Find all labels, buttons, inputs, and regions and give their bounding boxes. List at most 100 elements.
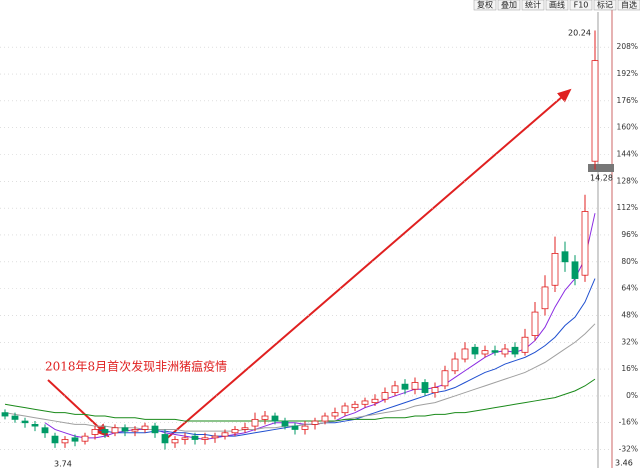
- candle-body: [411, 382, 419, 390]
- moving-average: [4, 378, 596, 422]
- candle-body: [41, 427, 49, 434]
- candle-body: [241, 427, 249, 430]
- candle-body: [371, 398, 379, 404]
- candle-body: [101, 429, 109, 434]
- toolbar-button[interactable]: [593, 0, 617, 11]
- toolbar-button[interactable]: [473, 0, 497, 11]
- y-tick-label: -32%: [619, 445, 638, 454]
- candle-body: [141, 425, 149, 430]
- candle-body: [81, 435, 89, 442]
- candle-body: [131, 429, 139, 432]
- candle-body: [331, 412, 339, 417]
- candle-body: [211, 435, 219, 439]
- candle-body: [451, 358, 459, 372]
- candle-body: [581, 211, 589, 276]
- toolbar: 复权 叠加 统计 画线 F10 标记 自选: [473, 0, 640, 11]
- annotation: 2018年8月首次发现非洲猪瘟疫情: [45, 359, 227, 374]
- candle-body: [431, 387, 439, 393]
- toolbar-label[interactable]: 复权: [477, 0, 493, 10]
- candle-body: [281, 420, 289, 427]
- y-tick-label: 80%: [621, 257, 638, 266]
- candle-body: [491, 350, 499, 353]
- toolbar-button[interactable]: [569, 0, 593, 11]
- candle-body: [111, 427, 119, 434]
- y-tick-label: 176%: [617, 96, 638, 105]
- candle-body: [271, 415, 279, 422]
- price-label: 3.74: [54, 460, 72, 468]
- candle-body: [381, 392, 389, 400]
- candle-body: [151, 425, 159, 434]
- toolbar-button[interactable]: [521, 0, 545, 11]
- moving-average: [94, 278, 596, 437]
- candle-body: [401, 383, 409, 390]
- candle-body: [531, 311, 539, 336]
- candle-body: [501, 348, 509, 355]
- y-tick-label: 96%: [621, 230, 638, 239]
- candle-body: [471, 346, 479, 355]
- moving-average: [44, 213, 596, 441]
- candle-body: [161, 434, 169, 444]
- candle-body: [251, 418, 259, 427]
- toolbar-button[interactable]: [497, 0, 521, 11]
- candle-body: [391, 385, 399, 393]
- moving-average: [4, 323, 596, 432]
- candle-body: [231, 429, 239, 434]
- y-tick-label: 160%: [617, 123, 638, 132]
- toolbar-label[interactable]: F10: [574, 1, 589, 10]
- candle-body: [171, 439, 179, 444]
- y-tick-label: 48%: [621, 310, 638, 319]
- toolbar-label[interactable]: 统计: [525, 0, 541, 10]
- arrow: [47, 379, 110, 438]
- toolbar-label[interactable]: 标记: [597, 0, 613, 10]
- y-tick-label: 208%: [617, 42, 638, 51]
- candle-body: [51, 435, 59, 444]
- candle-body: [341, 405, 349, 414]
- candle-body: [561, 251, 569, 263]
- candle-body: [521, 336, 529, 353]
- y-tick-label: 0%: [626, 391, 638, 400]
- candle-body: [591, 60, 599, 162]
- candle-body: [11, 415, 19, 420]
- candle-body: [21, 420, 29, 424]
- candle-body: [571, 261, 579, 279]
- candle-body: [321, 415, 329, 422]
- y-tick-label: 112%: [617, 203, 638, 212]
- candle-body: [461, 348, 469, 360]
- candle-body: [311, 420, 319, 425]
- candle-body: [91, 429, 99, 435]
- candle-body: [351, 403, 359, 409]
- toolbar-label[interactable]: 自选: [621, 0, 637, 10]
- candle-body: [261, 415, 269, 420]
- arrow: [164, 88, 572, 441]
- y-tick-label: 192%: [617, 69, 638, 78]
- candle-body: [421, 382, 429, 393]
- toolbar-button[interactable]: [617, 0, 640, 11]
- toolbar-label[interactable]: 画线: [549, 0, 565, 10]
- candle-body: [511, 346, 519, 355]
- candle-body: [31, 424, 39, 427]
- y-tick-label: -16%: [619, 418, 638, 427]
- price-label: 3.46: [615, 459, 633, 468]
- candle-body: [301, 425, 309, 430]
- candle-body: [181, 437, 189, 440]
- candle-body: [201, 437, 209, 440]
- candle-body: [291, 425, 299, 430]
- candle-body: [191, 435, 199, 440]
- candle-body: [441, 370, 449, 387]
- candle-body: [551, 253, 559, 286]
- y-tick-label: 32%: [621, 337, 638, 346]
- candle-body: [541, 286, 549, 310]
- toolbar-label[interactable]: 叠加: [501, 0, 517, 10]
- y-tick-label: 64%: [621, 284, 638, 293]
- price-label: 14.28: [590, 174, 613, 183]
- y-tick-label: 16%: [621, 364, 638, 373]
- y-tick-label: 144%: [617, 150, 638, 159]
- y-tick-label: 128%: [617, 176, 638, 185]
- price-label: 20.24: [568, 29, 591, 38]
- candle-body: [221, 432, 229, 437]
- candle-body: [1, 412, 9, 417]
- candle-body: [361, 400, 369, 405]
- toolbar-button[interactable]: [545, 0, 569, 11]
- candle-body: [61, 439, 69, 444]
